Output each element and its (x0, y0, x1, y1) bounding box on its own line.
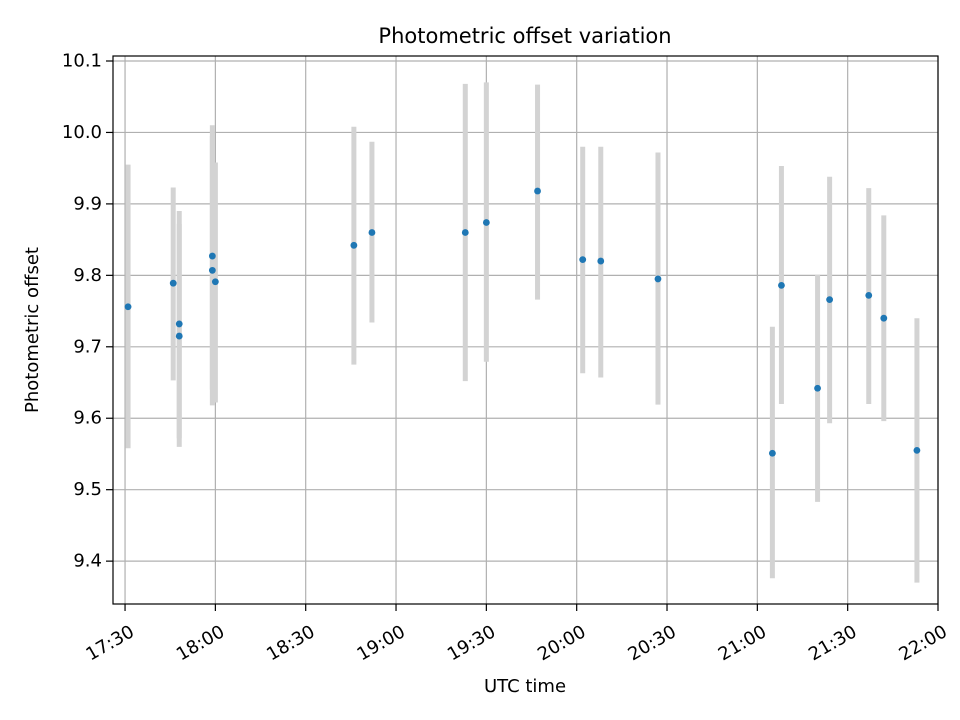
y-tick-label: 9.9 (73, 193, 102, 214)
plot-area-frame (112, 55, 939, 605)
y-tick-label: 9.8 (73, 265, 102, 286)
data-point (778, 281, 785, 289)
data-point (534, 187, 541, 195)
y-tick-label: 10.1 (62, 51, 102, 72)
y-tick-label: 9.5 (73, 479, 102, 500)
data-point (913, 446, 921, 454)
data-point (826, 296, 834, 304)
data-points (124, 187, 921, 457)
data-point (175, 332, 183, 340)
chart-title: Photometric offset variation (378, 24, 671, 48)
x-axis-label: UTC time (484, 676, 566, 697)
data-point (211, 278, 219, 286)
data-point (768, 449, 776, 457)
data-point (814, 384, 821, 392)
data-point (654, 275, 662, 283)
y-tick-label: 10.0 (62, 122, 102, 143)
y-tick-label: 9.6 (73, 408, 102, 429)
data-point (350, 241, 358, 249)
y-tick-label: 9.4 (73, 551, 102, 572)
data-point (169, 279, 177, 287)
data-point (368, 229, 376, 236)
data-point (579, 256, 587, 264)
data-point (880, 314, 888, 322)
data-point (175, 320, 183, 328)
data-point (482, 219, 490, 226)
data-point (208, 252, 216, 260)
data-point (124, 303, 132, 311)
y-axis-label: Photometric offset (22, 247, 43, 413)
data-point (865, 291, 873, 299)
y-tick-label: 9.7 (73, 336, 102, 357)
data-point (461, 229, 469, 236)
data-point (597, 257, 605, 265)
data-point (208, 266, 216, 274)
